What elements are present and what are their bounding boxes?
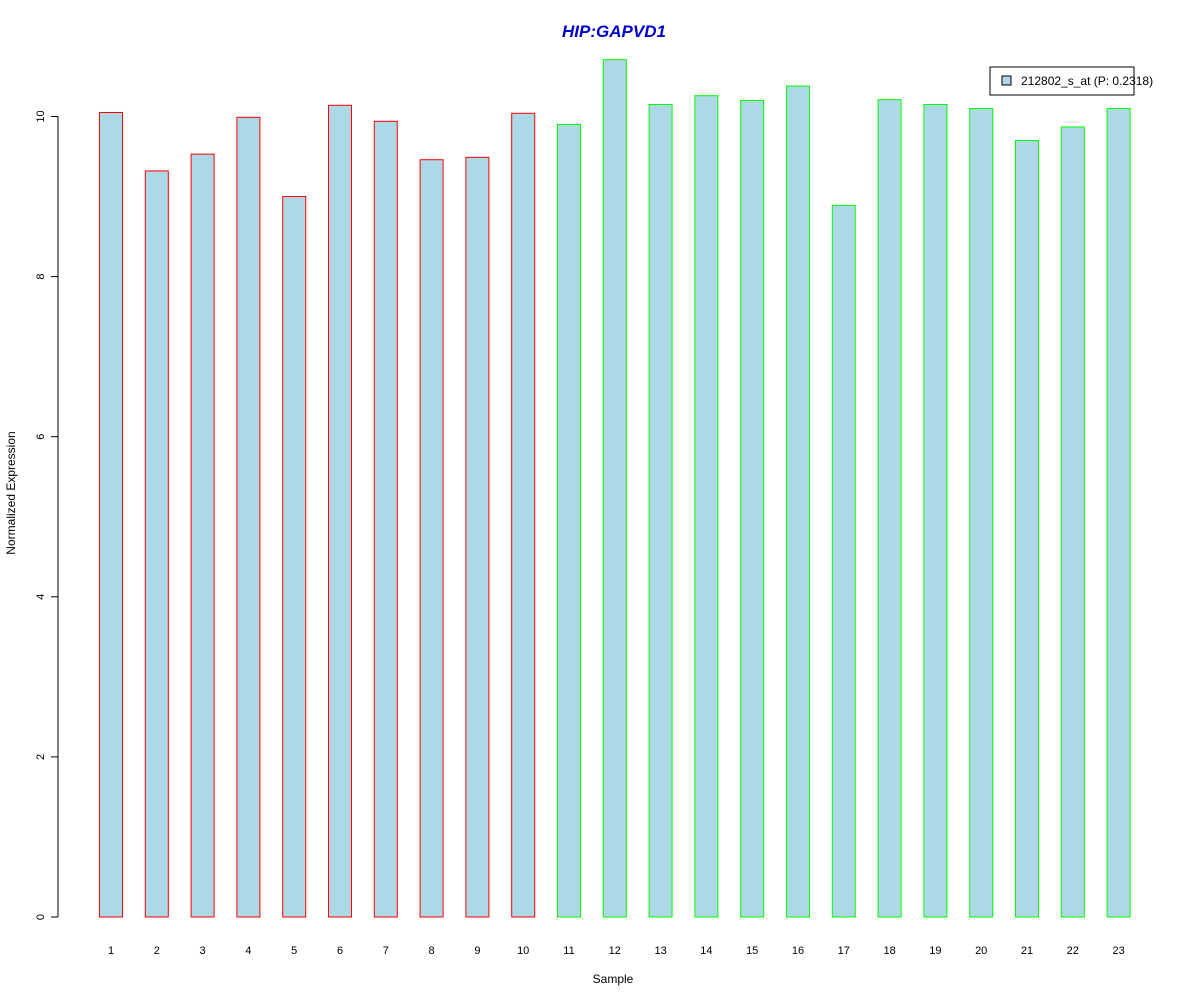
bar [328, 104, 352, 918]
bar [465, 156, 490, 918]
x-tick-label: 1 [108, 945, 114, 957]
y-tick-label: 0 [35, 914, 47, 920]
x-tick-label: 22 [1067, 945, 1079, 957]
x-tick-label: 18 [883, 945, 895, 957]
y-tick-label: 6 [35, 434, 47, 440]
x-tick-label: 2 [154, 945, 160, 957]
x-tick-label: 10 [517, 945, 529, 957]
bar [1106, 107, 1131, 918]
legend: 212802_s_at (P: 0.2318) [989, 66, 1153, 96]
bar [969, 107, 994, 918]
x-tick-label: 9 [474, 945, 480, 957]
x-tick-label: 23 [1112, 945, 1124, 957]
x-tick-label: 17 [838, 945, 850, 957]
bar [923, 103, 948, 918]
bar [373, 120, 398, 918]
y-tick-label: 8 [35, 274, 47, 280]
bar [419, 159, 444, 918]
y-axis-title: Normalized Expression [4, 431, 18, 554]
x-tick-label: 3 [200, 945, 206, 957]
bar [282, 196, 307, 918]
bar [1060, 126, 1085, 918]
x-tick-label: 19 [929, 945, 941, 957]
x-tick-label: 14 [700, 945, 712, 957]
bar [694, 95, 719, 918]
bar [236, 116, 261, 918]
legend-label: 212802_s_at (P: 0.2318) [1021, 74, 1153, 88]
x-tick-label: 8 [429, 945, 435, 957]
x-axis-title: Sample [593, 972, 634, 986]
bar [99, 111, 123, 918]
x-tick-label: 16 [792, 945, 804, 957]
bar [786, 85, 810, 918]
x-tick-label: 20 [975, 945, 987, 957]
bar [1015, 140, 1039, 918]
bar [144, 170, 169, 918]
x-tick-label: 21 [1021, 945, 1033, 957]
x-tick-label: 12 [609, 945, 621, 957]
bar [740, 99, 765, 918]
bar [648, 103, 673, 918]
legend-box [989, 66, 1135, 96]
bar [877, 99, 902, 918]
bar [511, 112, 536, 918]
y-tick-label: 4 [35, 594, 47, 600]
bar [602, 59, 627, 918]
x-tick-label: 11 [563, 945, 574, 957]
y-axis: 0 2 4 6 8 10 [35, 110, 59, 920]
x-tick-label: 13 [654, 945, 666, 957]
chart-title: HIP:GAPVD1 [562, 22, 666, 41]
y-tick-label: 10 [35, 110, 47, 122]
x-tick-label: 7 [383, 945, 389, 957]
x-tick-labels: 1 2 3 4 5 6 7 8 9 10 11 12 13 14 15 16 17 18 19 20 21 22 23 [108, 945, 1125, 957]
bar [190, 153, 215, 918]
x-tick-label: 5 [291, 945, 297, 957]
legend-swatch [1001, 75, 1012, 86]
x-tick-label: 6 [337, 945, 343, 957]
bar [831, 204, 856, 918]
bar-series [99, 59, 1131, 918]
x-tick-label: 15 [746, 945, 758, 957]
y-tick-label: 2 [35, 754, 47, 760]
bar [557, 124, 581, 918]
x-tick-label: 4 [245, 945, 251, 957]
